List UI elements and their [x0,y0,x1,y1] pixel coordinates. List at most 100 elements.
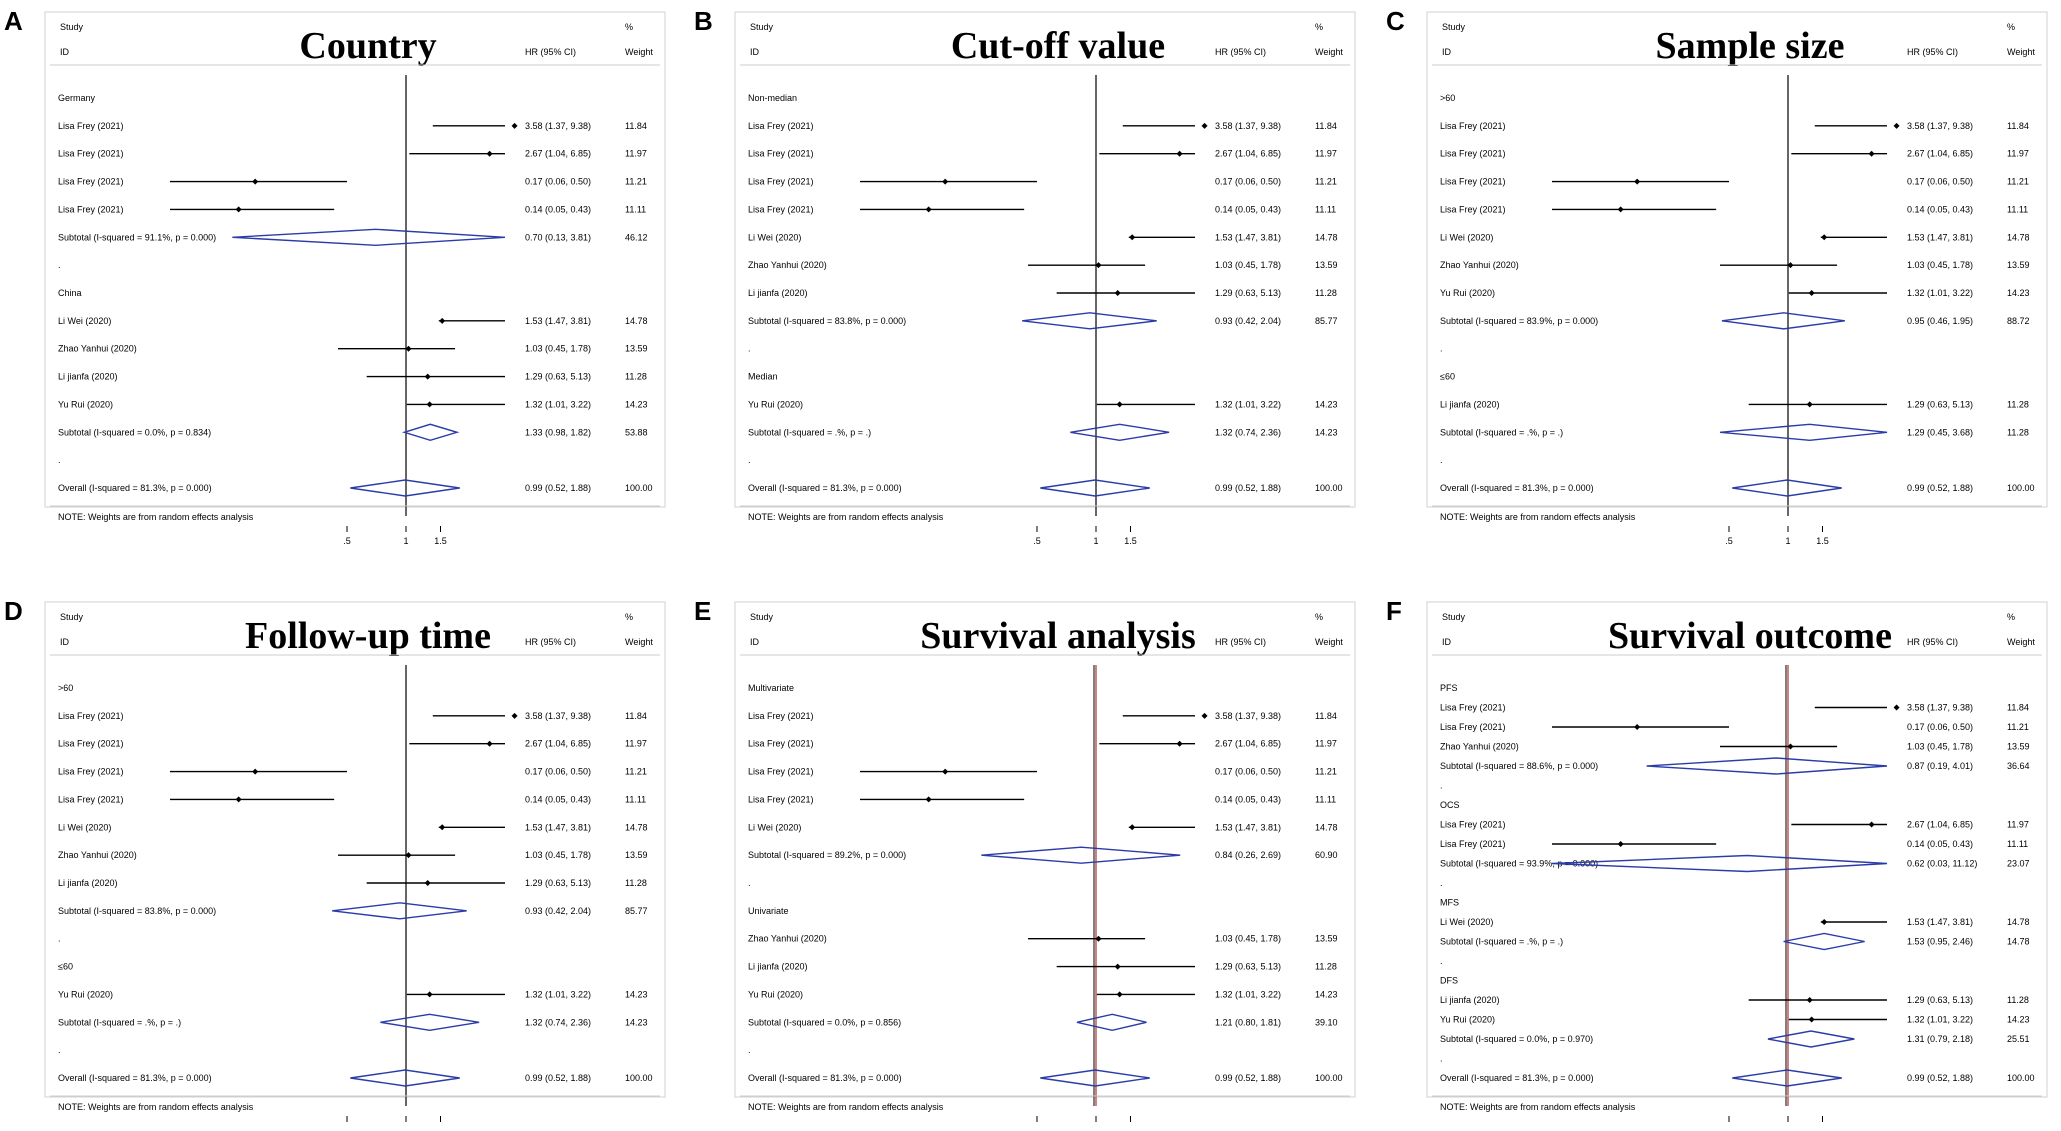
row-label: PFS [1440,683,1458,693]
point-estimate [235,206,242,213]
row-label: Lisa Frey (2021) [748,149,814,159]
row-hr-ci: 3.58 (1.37, 9.38) [1215,711,1281,721]
point-estimate [1116,991,1123,998]
row-label: Li Wei (2020) [748,822,801,832]
header-weight: Weight [1315,637,1343,647]
row-hr-ci: 1.03 (0.45, 1.78) [525,850,591,860]
row-hr-ci: 0.93 (0.42, 2.04) [1215,316,1281,326]
point-estimate [252,178,259,185]
point-estimate [942,178,949,185]
row-label: Zhao Yanhui (2020) [58,850,137,860]
row-weight: 13.59 [1315,934,1338,944]
row-label: . [748,455,751,465]
row-weight: 53.88 [625,427,648,437]
subtotal-diamond [1721,312,1845,330]
x-tick-label: 1 [403,536,408,546]
row-label: Subtotal (I-squared = 91.1%, p = 0.000) [58,232,216,242]
row-label: Lisa Frey (2021) [1440,177,1506,187]
panel-title: Cut-off value [951,25,1165,67]
row-label: Lisa Frey (2021) [58,177,124,187]
row-label: Lisa Frey (2021) [58,204,124,214]
row-hr-ci: 2.67 (1.04, 6.85) [525,739,591,749]
row-label: Overall (I-squared = 81.3%, p = 0.000) [1440,483,1594,493]
subtotal-diamond [1022,312,1157,330]
row-weight: 14.23 [1315,989,1338,999]
row-weight: 11.28 [2007,399,2029,409]
row-hr-ci: 1.03 (0.45, 1.78) [1215,934,1281,944]
panel-frame [1426,11,2048,508]
header-weight: Weight [625,47,653,57]
row-hr-ci: 1.31 (0.79, 2.18) [1907,1034,1973,1044]
point-estimate [1806,997,1813,1003]
row-label: Zhao Yanhui (2020) [58,344,137,354]
point-estimate [1868,821,1875,828]
panel-title: Survival analysis [920,615,1196,657]
row-label: Univariate [748,906,789,916]
row-label: Yu Rui (2020) [1440,1015,1495,1025]
row-hr-ci: 1.32 (1.01, 3.22) [525,989,591,999]
row-weight: 11.84 [625,121,647,131]
row-weight: 13.59 [1315,260,1338,270]
row-hr-ci: 2.67 (1.04, 6.85) [1907,820,1973,830]
point-estimate [1868,150,1875,157]
row-weight: 11.28 [625,878,647,888]
header-hr: HR (95% CI) [1215,47,1266,57]
row-label: Lisa Frey (2021) [1440,839,1506,849]
point-estimate [252,768,259,775]
panel-frame [44,601,666,1098]
overall-diamond [350,1069,460,1087]
row-hr-ci: 0.99 (0.52, 1.88) [1907,1073,1973,1083]
row-label: Subtotal (I-squared = 0.0%, p = 0.970) [1440,1034,1593,1044]
point-estimate [1201,122,1208,129]
row-hr-ci: 1.53 (1.47, 3.81) [1907,232,1973,242]
header-study: Study [60,612,84,622]
row-label: . [1440,1054,1443,1064]
row-weight: 11.97 [1315,739,1337,749]
row-weight: 14.23 [2007,288,2030,298]
row-hr-ci: 1.32 (0.74, 2.36) [525,1017,591,1027]
x-tick-label: .5 [1725,536,1733,546]
row-hr-ci: 1.32 (1.01, 3.22) [1215,399,1281,409]
row-weight: 60.90 [1315,850,1338,860]
row-label: Subtotal (I-squared = .%, p = .) [1440,937,1563,947]
header-id: ID [60,47,70,57]
row-label: Lisa Frey (2021) [748,739,814,749]
x-tick-label: 1.5 [1124,536,1137,546]
row-hr-ci: 0.17 (0.06, 0.50) [525,767,591,777]
row-label: . [748,878,751,888]
point-estimate [486,150,493,157]
row-weight: 36.64 [2007,761,2030,771]
point-estimate [942,768,949,775]
panel-title: Survival outcome [1608,615,1892,657]
x-tick-label: 1 [1093,536,1098,546]
forest-panel-a: A Country Study ID HR (95% CI)% Weight Germany… [4,6,666,546]
point-estimate [1176,150,1183,157]
row-label: Lisa Frey (2021) [748,121,814,131]
row-hr-ci: 0.14 (0.05, 0.43) [525,794,591,804]
header-hr: HR (95% CI) [1215,637,1266,647]
row-weight: 13.59 [2007,260,2030,270]
row-hr-ci: 1.29 (0.63, 5.13) [1907,995,1973,1005]
panel-frame [734,11,1356,508]
row-label: Lisa Frey (2021) [58,121,124,131]
point-estimate [1114,290,1121,296]
footnote: NOTE: Weights are from random effects an… [1440,512,1636,522]
row-hr-ci: 0.17 (0.06, 0.50) [525,177,591,187]
row-weight: 14.23 [625,1017,648,1027]
row-hr-ci: 1.21 (0.80, 1.81) [1215,1017,1281,1027]
header-id: ID [750,637,760,647]
point-estimate [1806,401,1813,408]
row-hr-ci: 1.53 (1.47, 3.81) [1907,917,1973,927]
row-weight: 11.21 [625,767,647,777]
row-label: OCS [1440,800,1460,810]
header-weight: Weight [2007,637,2035,647]
point-estimate [1821,919,1828,925]
panel-letter: F [1386,596,1402,626]
row-label: ≤60 [58,962,73,972]
header-id: ID [60,637,70,647]
point-estimate [405,852,412,859]
subtotal-diamond [1719,423,1888,441]
row-weight: 11.21 [1315,177,1337,187]
row-hr-ci: 1.03 (0.45, 1.78) [525,344,591,354]
